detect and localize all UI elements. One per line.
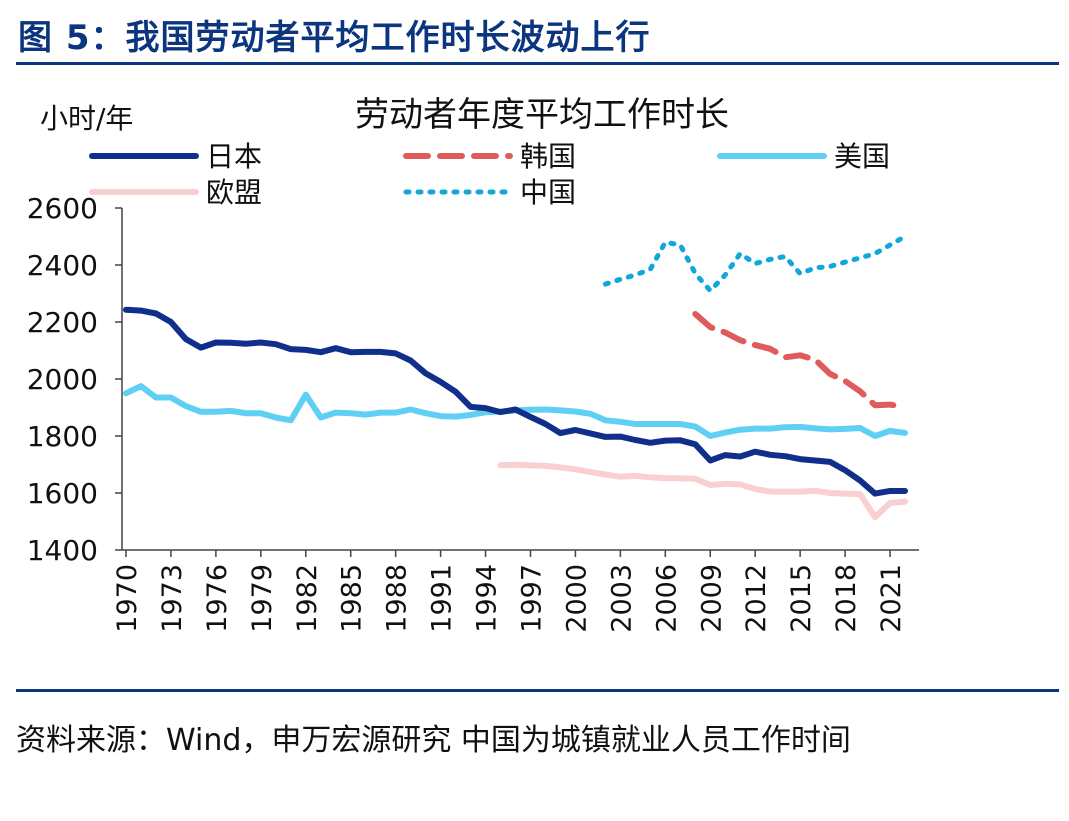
x-tick-label: 2000 (561, 564, 592, 633)
series-line-4 (602, 234, 908, 294)
series-line-1 (692, 311, 908, 411)
x-tick-label: 2018 (831, 564, 862, 633)
y-axis-label: 小时/年 (40, 102, 133, 135)
bottom-rule (16, 689, 1059, 692)
series-lines (123, 234, 908, 521)
y-tick-label: 2200 (27, 306, 98, 339)
series-line-0 (123, 306, 908, 497)
figure-title: 图 5：我国劳动者平均工作时长波动上行 (18, 18, 651, 58)
y-tick-label: 1600 (27, 477, 98, 510)
x-tick-label: 1988 (382, 564, 413, 633)
x-tick-label: 1985 (337, 564, 368, 633)
x-tick-label: 1970 (112, 564, 143, 633)
y-tick-label: 2400 (27, 249, 98, 282)
x-tick-label: 2009 (696, 564, 727, 633)
top-rule (16, 62, 1059, 65)
axes: 1400 1600 1800 2000 2200 2400 2600 1970 1973 1976… (27, 192, 919, 633)
x-tick-label: 1994 (472, 564, 503, 633)
legend-label-0: 日本 (206, 140, 262, 173)
series-line-3 (497, 461, 908, 521)
x-tick-label: 1976 (202, 564, 233, 633)
x-tick-label: 1991 (427, 564, 458, 633)
y-tick-label: 1400 (27, 534, 98, 567)
y-tick-label: 1800 (27, 420, 98, 453)
x-tick-label: 1973 (157, 564, 188, 633)
legend-label-4: 中国 (520, 176, 576, 209)
x-tick-label: 1979 (247, 564, 278, 633)
source-note: 资料来源：Wind，申万宏源研究 中国为城镇就业人员工作时间 (16, 723, 851, 758)
x-tick-label: 1982 (292, 564, 323, 633)
x-tick-label: 2021 (876, 564, 907, 633)
x-tick-label: 2015 (786, 564, 817, 633)
x-tick-label: 2003 (606, 564, 637, 633)
x-tick-label: 2012 (741, 564, 772, 633)
x-tick-label: 1997 (516, 564, 547, 633)
y-tick-label: 2000 (27, 363, 98, 396)
legend-label-1: 韩国 (520, 140, 576, 173)
legend-label-3: 欧盟 (206, 176, 262, 209)
legend-label-2: 美国 (834, 140, 890, 173)
chart-title: 劳动者年度平均工作时长 (355, 95, 729, 135)
y-tick-label: 2600 (27, 192, 98, 225)
x-tick-label: 2006 (651, 564, 682, 633)
